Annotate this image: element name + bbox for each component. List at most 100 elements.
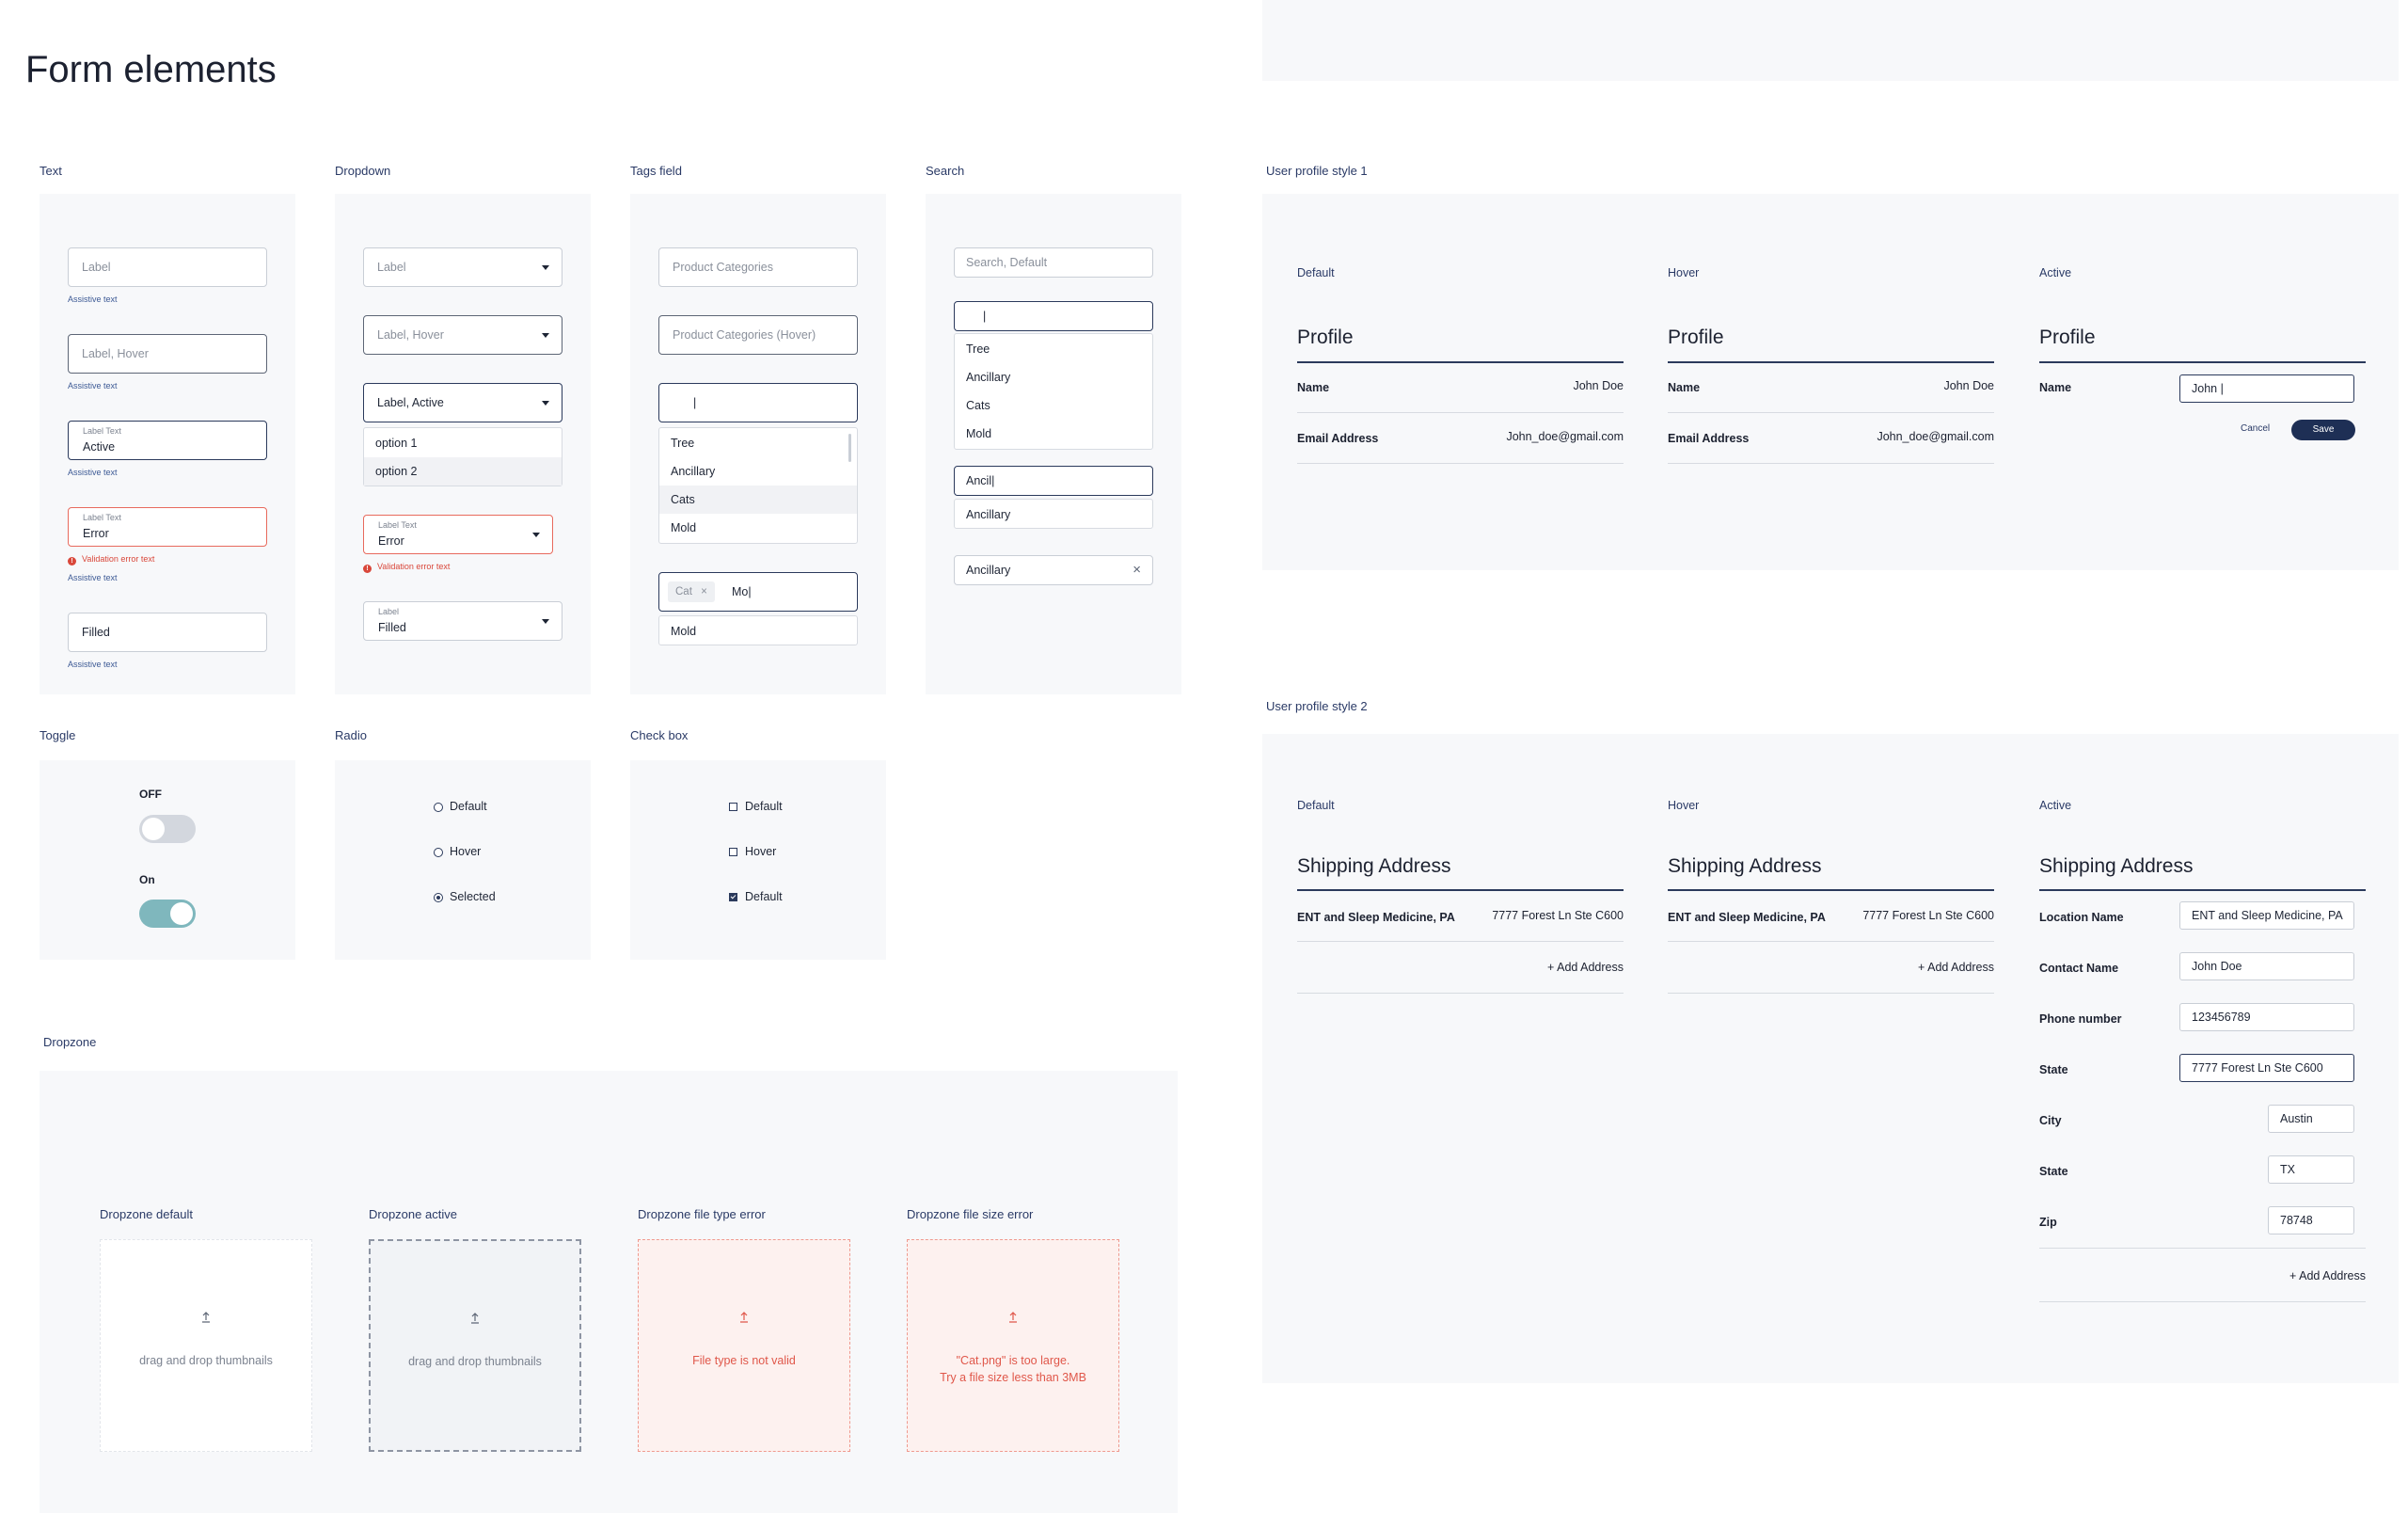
divider xyxy=(1668,361,1994,363)
state-address-input[interactable]: 7777 Forest Ln Ste C600 xyxy=(2179,1054,2354,1082)
form-label: City xyxy=(2039,1114,2062,1127)
tags-option[interactable]: Mold xyxy=(671,625,697,638)
search-input-active[interactable]: | xyxy=(954,301,1153,331)
toggle-knob xyxy=(142,818,165,840)
dropdown-option[interactable]: option 1 xyxy=(375,437,418,450)
zip-input[interactable]: 78748 xyxy=(2268,1206,2354,1234)
field-value: Filled xyxy=(82,626,110,639)
search-input-default[interactable]: Search, Default xyxy=(954,247,1153,278)
city-input[interactable]: Austin xyxy=(2268,1105,2354,1133)
search-option[interactable]: Mold xyxy=(966,427,992,440)
toggle-on-label: On xyxy=(139,873,155,886)
search-option[interactable]: Tree xyxy=(966,342,990,356)
save-button[interactable]: Save xyxy=(2291,420,2355,440)
divider xyxy=(2039,1301,2366,1302)
tags-option[interactable]: Ancillary xyxy=(671,465,716,478)
field-label: Label Text xyxy=(83,426,121,436)
search-option[interactable]: Ancillary xyxy=(966,371,1011,384)
field-label: Label xyxy=(378,607,400,616)
field-value: Error xyxy=(83,527,109,540)
text-field-active[interactable]: Label Text Active xyxy=(68,421,267,460)
tags-option[interactable]: Tree xyxy=(671,437,695,450)
name-label: Name xyxy=(1297,381,1330,394)
dropdown-placeholder: Label xyxy=(377,261,406,274)
tags-suggestion: Mold xyxy=(658,615,858,645)
error-icon: ! xyxy=(68,557,76,565)
scrollbar[interactable] xyxy=(848,434,851,462)
checkbox-checked[interactable] xyxy=(729,893,737,901)
dropdown-active[interactable]: Label, Active xyxy=(363,383,562,422)
validation-error-text: Validation error text xyxy=(82,554,155,564)
location-name-input[interactable]: ENT and Sleep Medicine, PA xyxy=(2179,901,2354,930)
dropdown-hover[interactable]: Label, Hover xyxy=(363,315,562,355)
top-panel xyxy=(1262,0,2399,81)
state-input[interactable]: TX xyxy=(2268,1155,2354,1184)
field-value: Active xyxy=(83,440,116,454)
chevron-down-icon xyxy=(542,619,549,624)
toggle-off[interactable] xyxy=(139,815,196,843)
tags-option[interactable]: Mold xyxy=(671,521,697,534)
text-field-hover[interactable]: Label, Hover xyxy=(68,334,267,374)
divider xyxy=(2039,361,2366,363)
section-label-search: Search xyxy=(926,164,965,178)
dropzone-title: Dropzone file type error xyxy=(638,1207,766,1221)
toggle-on[interactable] xyxy=(139,900,196,928)
close-icon[interactable]: × xyxy=(1133,562,1141,578)
tags-menu: Tree Ancillary Cats Mold xyxy=(658,427,858,544)
add-address-link[interactable]: + Add Address xyxy=(2289,1269,2366,1282)
search-option[interactable]: Cats xyxy=(966,399,990,412)
dropzone-file-size-error[interactable]: "Cat.png" is too large. Try a file size … xyxy=(907,1239,1119,1452)
contact-name-input[interactable]: John Doe xyxy=(2179,952,2354,980)
text-field-filled[interactable]: Filled xyxy=(68,613,267,652)
dropzone-default[interactable]: drag and drop thumbnails xyxy=(100,1239,312,1452)
text-field-default[interactable]: Label xyxy=(68,247,267,287)
form-label: Location Name xyxy=(2039,911,2124,924)
section-label-profile1: User profile style 1 xyxy=(1266,164,1368,178)
name-input[interactable]: John | xyxy=(2179,374,2354,403)
email-value: John_doe@gmail.com xyxy=(1877,430,1994,443)
form-label: Zip xyxy=(2039,1216,2057,1229)
dropdown-option[interactable]: option 2 xyxy=(364,457,562,486)
state-label: Active xyxy=(2039,799,2072,812)
tags-field-active[interactable]: | xyxy=(658,383,858,422)
section-label-checkbox: Check box xyxy=(630,728,689,742)
profile-heading: Profile xyxy=(1668,326,1724,348)
dropdown-filled[interactable]: Label Filled xyxy=(363,601,562,641)
tags-option[interactable]: Cats xyxy=(659,486,857,514)
field-value: Error xyxy=(378,534,404,548)
phone-input[interactable]: 123456789 xyxy=(2179,1003,2354,1031)
dropdown-placeholder: Label, Hover xyxy=(377,328,444,342)
radio-hover[interactable] xyxy=(434,848,443,857)
search-input-typed[interactable]: Ancil| xyxy=(954,466,1153,496)
radio-default[interactable] xyxy=(434,803,443,812)
dropzone-file-type-error[interactable]: File type is not valid xyxy=(638,1239,850,1452)
location-name: ENT and Sleep Medicine, PA xyxy=(1297,911,1455,924)
search-option[interactable]: Ancillary xyxy=(966,508,1011,521)
dropzone-active[interactable]: drag and drop thumbnails xyxy=(369,1239,581,1452)
upload-icon xyxy=(1009,1312,1017,1323)
name-value: John Doe xyxy=(1573,379,1624,392)
checkbox-hover[interactable] xyxy=(729,848,737,856)
email-label: Email Address xyxy=(1297,432,1379,445)
dropdown-default[interactable]: Label xyxy=(363,247,562,287)
add-address-link[interactable]: + Add Address xyxy=(1918,961,1994,974)
dropzone-text: drag and drop thumbnails xyxy=(139,1354,273,1367)
checkbox-default[interactable] xyxy=(729,803,737,811)
text-field-error[interactable]: Label Text Error xyxy=(68,507,267,547)
cancel-button[interactable]: Cancel xyxy=(2241,423,2271,434)
radio-selected[interactable] xyxy=(434,893,443,902)
dropzone-title: Dropzone active xyxy=(369,1207,457,1221)
state-label: Hover xyxy=(1668,799,1700,812)
profile-heading: Profile xyxy=(1297,326,1354,348)
dropdown-error[interactable]: Label Text Error xyxy=(363,515,553,554)
close-icon[interactable]: × xyxy=(701,586,707,597)
tags-field-default[interactable]: Product Categories xyxy=(658,247,858,287)
radio-label: Selected xyxy=(450,890,496,903)
tags-field-hover[interactable]: Product Categories (Hover) xyxy=(658,315,858,355)
search-input-selected[interactable]: Ancillary × xyxy=(954,555,1153,585)
dropdown-menu: option 1 option 2 xyxy=(363,427,562,486)
tags-field-with-chip[interactable]: Cat × Mo| xyxy=(658,572,858,612)
email-label: Email Address xyxy=(1668,432,1750,445)
add-address-link[interactable]: + Add Address xyxy=(1547,961,1624,974)
dropzone-text: drag and drop thumbnails xyxy=(408,1355,542,1368)
